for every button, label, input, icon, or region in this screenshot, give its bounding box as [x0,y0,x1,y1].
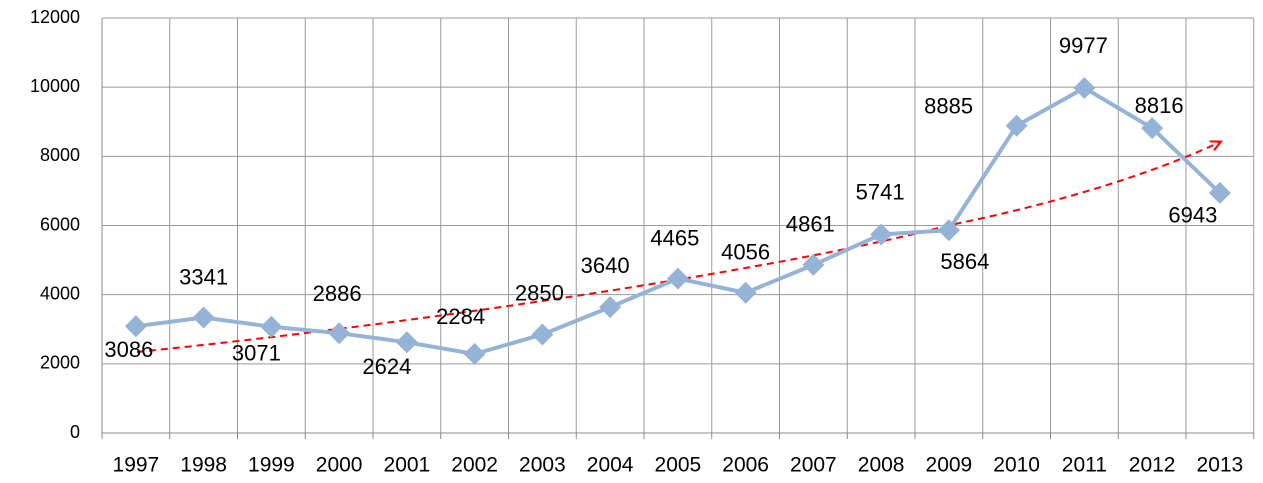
marker [1141,117,1164,140]
data-label: 5741 [856,179,905,204]
marker [937,219,960,242]
y-tick-label: 4000 [40,283,80,303]
x-tick-label: 2013 [1197,454,1244,477]
y-tick-label: 0 [70,422,80,442]
data-label: 2624 [362,354,411,379]
series-line [135,85,1222,357]
marker [1073,76,1096,99]
x-tick-label: 2005 [655,454,702,477]
y-tick-label: 6000 [40,214,80,234]
y-tick-label: 10000 [30,76,80,96]
marker [395,331,418,354]
y-tick-label: 12000 [30,7,80,27]
marker [1005,114,1028,137]
y-tick-label: 8000 [40,145,80,165]
marker [531,323,554,346]
marker [734,281,757,304]
data-label: 4861 [786,212,835,237]
x-tick-label: 2000 [316,454,363,477]
x-tick-label: 2012 [1129,454,1176,477]
x-tick-label: 2004 [587,454,634,477]
marker [328,322,351,345]
x-tick-label: 2003 [519,454,566,477]
marker [870,223,893,246]
data-label: 9977 [1059,33,1108,58]
x-tick-label: 2007 [790,454,837,477]
marker [599,296,622,319]
marker [260,315,283,338]
x-tick-label: 2011 [1062,454,1107,477]
x-tick-label: 1997 [113,454,160,477]
data-label: 2886 [313,281,362,306]
data-label: 3341 [179,264,228,289]
x-tick-label: 2009 [926,454,973,477]
data-label: 3071 [232,341,281,366]
data-label: 8816 [1135,93,1184,118]
x-tick-label: 2010 [993,454,1040,477]
data-label: 3086 [104,337,153,362]
y-tick-label: 2000 [40,353,80,373]
x-tick-label: 2008 [858,454,905,477]
marker [1208,181,1231,204]
data-label: 5864 [940,249,989,274]
data-label: 4056 [721,240,770,265]
x-tick-label: 2002 [451,454,498,477]
data-label: 4465 [650,225,699,250]
data-label: 6943 [1168,203,1217,228]
data-label: 2850 [515,280,564,305]
marker [802,253,825,276]
data-label: 3640 [581,253,630,278]
data-label: 2284 [436,304,485,329]
marker [463,343,486,366]
marker [124,315,147,338]
marker [666,267,689,290]
x-tick-label: 1998 [180,454,227,477]
x-tick-label: 2006 [722,454,769,477]
data-label: 8885 [924,94,973,119]
x-tick-label: 2001 [384,454,431,477]
x-tick-label: 1999 [248,454,295,477]
marker [192,306,215,329]
